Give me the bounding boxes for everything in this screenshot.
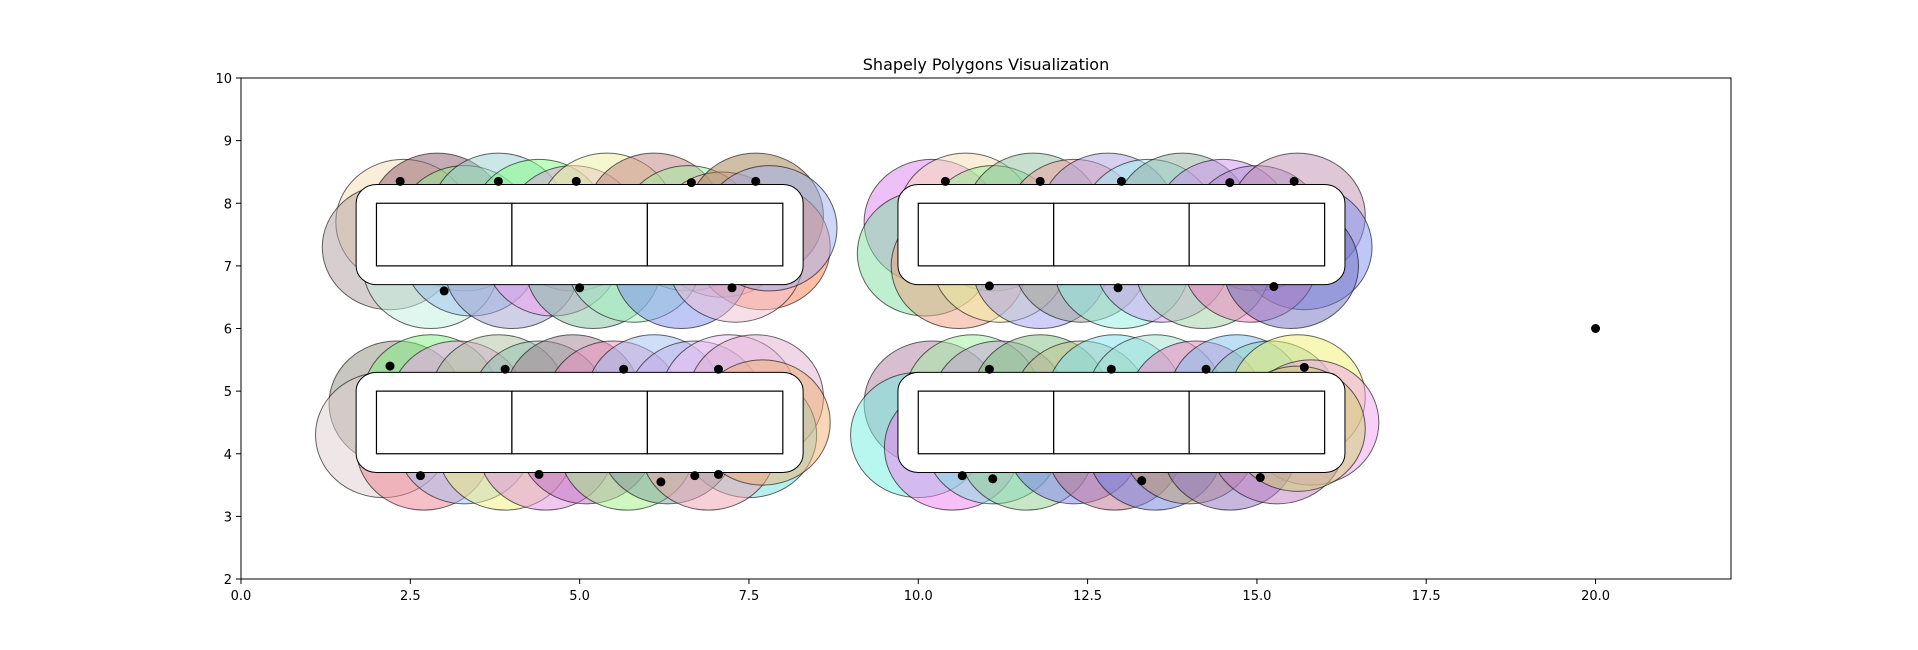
point-26: [1106, 364, 1116, 374]
x-tick-label-4: 10.0: [904, 589, 933, 604]
point-14: [1113, 283, 1123, 293]
rectangle-4: [1053, 202, 1190, 267]
y-tick-label-3: 5: [224, 385, 232, 400]
y-tick-label-4: 6: [224, 323, 232, 338]
y-tick-label-5: 7: [224, 260, 232, 275]
x-tick-label-0: 0.0: [231, 589, 252, 604]
y-axis: 2 3 4 5 6 7 8 9 10: [215, 72, 241, 588]
rectangle-6: [375, 390, 513, 455]
point-18: [619, 364, 629, 374]
y-tick-label-0: 2: [224, 573, 232, 588]
y-tick-label-6: 8: [224, 197, 232, 212]
point-20: [415, 471, 425, 481]
x-axis: 0.0 2.5 5.0 7.5 10.0 12.5 15.0 17.5 20.0: [231, 579, 1610, 604]
rectangle-3: [917, 202, 1055, 267]
rectangle-9: [917, 390, 1055, 455]
x-tick-label-2: 5.0: [569, 589, 590, 604]
point-2: [571, 176, 581, 186]
point-33: [1591, 324, 1601, 333]
point-17: [500, 364, 510, 374]
chart-title: Shapely Polygons Visualization: [863, 55, 1109, 74]
point-30: [988, 474, 998, 484]
point-15: [1269, 282, 1279, 292]
rectangle-10: [1053, 390, 1190, 455]
point-3: [686, 178, 696, 188]
point-6: [575, 283, 585, 293]
point-31: [1137, 476, 1147, 486]
rectangle-7: [511, 390, 648, 455]
rectangle-1: [511, 202, 648, 267]
point-24: [713, 469, 723, 479]
point-28: [1299, 362, 1309, 372]
x-tick-label-3: 7.5: [739, 589, 760, 604]
point-0: [395, 176, 405, 186]
point-10: [1116, 176, 1126, 186]
point-13: [984, 281, 994, 291]
rectangle-11: [1188, 390, 1326, 455]
plot-area: [315, 152, 1601, 511]
point-29: [957, 471, 967, 481]
rectangle-0: [375, 202, 513, 267]
point-21: [534, 469, 544, 479]
point-4: [751, 176, 761, 186]
x-tick-label-1: 2.5: [400, 589, 421, 604]
point-22: [656, 477, 666, 487]
point-8: [940, 176, 950, 186]
rectangles-layer: [375, 202, 1326, 455]
x-tick-label-8: 20.0: [1581, 589, 1610, 604]
y-tick-label-7: 9: [224, 135, 232, 150]
x-tick-label-5: 12.5: [1073, 589, 1102, 604]
point-27: [1201, 364, 1211, 374]
point-11: [1225, 178, 1235, 188]
point-5: [439, 286, 449, 296]
point-7: [727, 283, 737, 293]
points-layer: [385, 176, 1601, 487]
rectangle-5: [1188, 202, 1326, 267]
y-tick-label-8: 10: [215, 72, 232, 87]
y-tick-label-2: 4: [224, 448, 232, 463]
point-32: [1255, 473, 1265, 483]
point-25: [984, 364, 994, 374]
point-19: [713, 364, 723, 374]
point-9: [1035, 176, 1045, 186]
point-12: [1289, 176, 1299, 186]
rectangle-2: [646, 202, 784, 267]
point-16: [385, 361, 395, 371]
x-tick-label-6: 15.0: [1242, 589, 1271, 604]
y-tick-label-1: 3: [224, 510, 232, 525]
rectangle-8: [646, 390, 784, 455]
x-tick-label-7: 17.5: [1412, 589, 1441, 604]
point-1: [493, 176, 503, 186]
point-23: [690, 471, 700, 481]
